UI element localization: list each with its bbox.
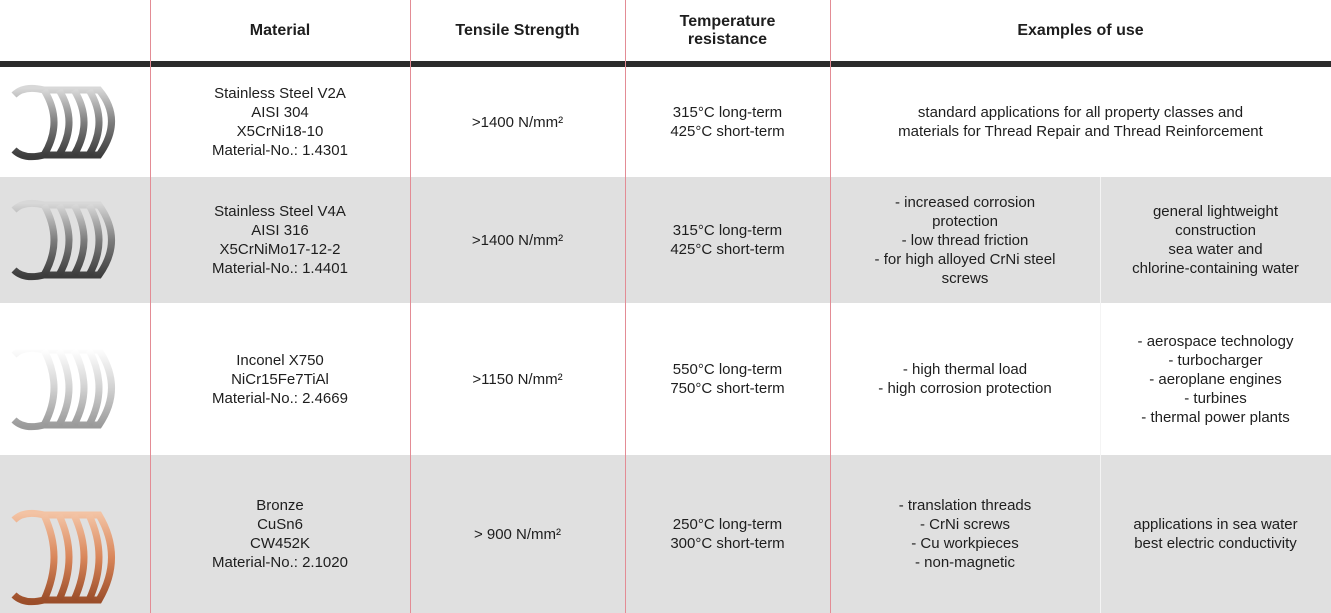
header-cell: Temperature resistance xyxy=(625,0,830,61)
cell-line: Inconel X750 xyxy=(236,351,324,369)
temperature-cell: 315°C long-term 425°C short-term xyxy=(625,67,830,177)
cell-line: - Cu workpieces xyxy=(911,535,1019,552)
examples-cell: - high thermal load - high corrosion prot… xyxy=(830,303,1100,455)
row-band xyxy=(0,177,1331,303)
tensile-cell: >1150 N/mm² xyxy=(410,303,625,455)
examples-cell: applications in sea water best electric c… xyxy=(1100,455,1331,613)
cell-line: Stainless Steel V2A xyxy=(214,85,346,102)
cell-line: >1400 N/mm² xyxy=(471,113,564,131)
temperature-cell: 550°C long-term 750°C short-term xyxy=(625,303,830,455)
cell-line: >1150 N/mm² xyxy=(472,370,563,388)
cell-line: - for high alloyed CrNi steel xyxy=(874,250,1056,268)
cell-line: - CrNi screws xyxy=(920,516,1010,533)
cell-line: protection xyxy=(932,212,998,230)
cell-line: X5CrNiMo17-12-2 xyxy=(219,241,341,258)
cell-line: - aeroplane engines xyxy=(1149,370,1282,388)
examples-cell: - translation threads - CrNi screws - Cu w… xyxy=(830,455,1100,613)
header-cell: Tensile Strength xyxy=(410,0,625,61)
tensile-cell: > 900 N/mm² xyxy=(410,455,625,613)
header-cell: Examples of use xyxy=(830,0,1331,61)
cell-line: 750°C short-term xyxy=(670,380,785,397)
cell-line: Material xyxy=(249,21,311,39)
cell-line: CuSn6 xyxy=(257,516,303,533)
tensile-cell: >1400 N/mm² xyxy=(410,67,625,177)
cell-line: 425°C short-term xyxy=(670,241,785,258)
cell-line: Temperature xyxy=(679,12,776,30)
cell-line: > 900 N/mm² xyxy=(473,525,562,543)
cell-line: - low thread friction xyxy=(901,231,1029,249)
examples-cell: - increased corrosion protection - low thr… xyxy=(830,177,1100,303)
cell-line: general lightweight xyxy=(1152,203,1279,220)
cell-line: - non-magnetic xyxy=(914,554,1016,571)
header-cell: Material xyxy=(150,0,410,61)
cell-line: Material-No.: 2.4669 xyxy=(212,389,348,407)
cell-line: CW452K xyxy=(249,535,311,552)
cell-line: Bronze xyxy=(256,497,304,514)
cell-line: 425°C short-term xyxy=(670,123,785,140)
material-cell: Stainless Steel V4A AISI 316 X5CrNiMo17-12… xyxy=(150,177,410,303)
coil-icon xyxy=(11,344,115,431)
cell-line: materials for Thread Repair and Thread R… xyxy=(898,123,1263,140)
material-cell: Bronze CuSn6 CW452K Material-No.: 2.1020 xyxy=(150,455,410,613)
cell-line: 300°C short-term xyxy=(670,535,785,552)
temperature-cell: 250°C long-term 300°C short-term xyxy=(625,455,830,613)
cell-line: AISI 316 xyxy=(251,222,309,239)
column-divider xyxy=(410,0,411,613)
cell-line: construction xyxy=(1175,222,1256,239)
cell-line: 550°C long-term xyxy=(672,361,783,378)
cell-line: - increased corrosion xyxy=(894,193,1036,211)
column-divider xyxy=(830,0,831,613)
coil-icon xyxy=(11,199,115,281)
coil-icon xyxy=(11,509,115,606)
cell-line: X5CrNi18-10 xyxy=(236,123,324,140)
tensile-cell: >1400 N/mm² xyxy=(410,177,625,303)
cell-line: - turbines xyxy=(1184,389,1247,407)
cell-line: Tensile Strength xyxy=(455,21,580,39)
cell-line: AISI 304 xyxy=(251,104,309,121)
cell-line: - translation threads xyxy=(898,497,1032,514)
cell-line: Examples of use xyxy=(1017,21,1144,39)
cell-line: screws xyxy=(941,269,989,287)
cell-line: sea water and xyxy=(1168,241,1263,258)
examples-cell: - aerospace technology - turbocharger - ae… xyxy=(1100,303,1331,455)
examples-divider xyxy=(1100,177,1101,303)
cell-line: NiCr15Fe7TiAl xyxy=(231,370,329,388)
cell-line: resistance xyxy=(687,30,768,48)
examples-cell: general lightweight construction sea water… xyxy=(1100,177,1331,303)
cell-line: 315°C long-term xyxy=(672,104,783,121)
temperature-cell: 315°C long-term 425°C short-term xyxy=(625,177,830,303)
material-cell: Stainless Steel V2A AISI 304 X5CrNi18-10 Ma… xyxy=(150,67,410,177)
cell-line: Material-No.: 1.4301 xyxy=(212,142,348,159)
material-cell: Inconel X750 NiCr15Fe7TiAl Material-No.: 2… xyxy=(150,303,410,455)
cell-line: applications in sea water xyxy=(1133,516,1298,533)
coil-icon xyxy=(11,84,115,161)
header-rule xyxy=(0,61,1331,67)
cell-line: - thermal power plants xyxy=(1141,408,1290,426)
cell-line: Material-No.: 2.1020 xyxy=(212,554,348,571)
cell-line: chlorine-containing water xyxy=(1132,260,1299,277)
cell-line: standard applications for all property c… xyxy=(917,104,1244,121)
row-band xyxy=(0,455,1331,613)
cell-line: >1400 N/mm² xyxy=(471,231,564,249)
examples-divider xyxy=(1100,303,1101,455)
cell-line: Material-No.: 1.4401 xyxy=(212,260,348,277)
cell-line: - high corrosion protection xyxy=(878,380,1052,397)
column-divider xyxy=(625,0,626,613)
examples-divider xyxy=(1100,455,1101,613)
cell-line: best electric conductivity xyxy=(1134,535,1297,552)
cell-line: - turbocharger xyxy=(1168,351,1263,369)
cell-line: 315°C long-term xyxy=(672,222,783,239)
column-divider xyxy=(150,0,151,613)
cell-line: 250°C long-term xyxy=(672,516,783,533)
cell-line: - high thermal load xyxy=(902,361,1028,378)
examples-cell: standard applications for all property c… xyxy=(830,67,1331,177)
cell-line: - aerospace technology xyxy=(1137,332,1294,350)
cell-line: Stainless Steel V4A xyxy=(214,203,346,220)
